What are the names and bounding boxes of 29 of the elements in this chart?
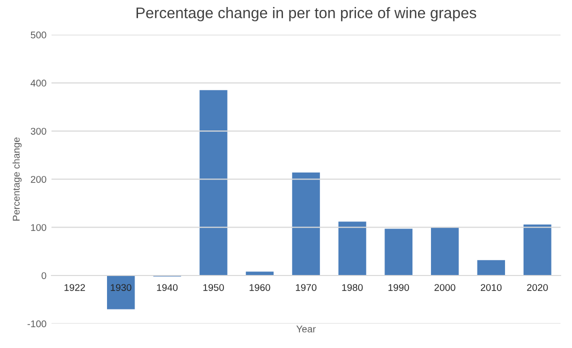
bar (292, 172, 320, 276)
x-axis-title: Year (296, 326, 316, 332)
chart-title: Percentage change in per ton price of wine grapes (136, 7, 476, 22)
y-axis-title: Percentage change (12, 137, 22, 221)
x-tick-label: 2010 (480, 284, 502, 291)
bar (200, 90, 228, 276)
x-tick-label: 1922 (64, 284, 85, 291)
bar (524, 224, 552, 276)
x-tick-label: 1940 (157, 284, 178, 291)
bar (107, 276, 135, 310)
x-tick-label: 1950 (203, 284, 224, 291)
y-tick-label: 500 (30, 32, 46, 38)
y-tick-label: 100 (31, 224, 46, 231)
bar (384, 228, 412, 276)
bar (430, 227, 459, 276)
y-tick-label: 400 (30, 80, 46, 87)
x-tick-label: 1990 (388, 284, 410, 291)
y-tick-label: 0 (42, 272, 46, 280)
y-tick-label: 300 (30, 128, 46, 135)
x-tick-label: 1980 (342, 284, 363, 291)
x-tick-label: 2000 (434, 284, 456, 291)
x-tick-label: 2020 (527, 284, 548, 291)
x-tick-label: 1960 (250, 284, 270, 291)
y-tick-label: 200 (30, 176, 46, 183)
x-tick-label: 1930 (110, 284, 132, 291)
y-tick-label: -100 (28, 320, 46, 328)
x-tick-label: 1970 (296, 284, 316, 291)
bar (477, 260, 506, 276)
bar (338, 222, 366, 276)
